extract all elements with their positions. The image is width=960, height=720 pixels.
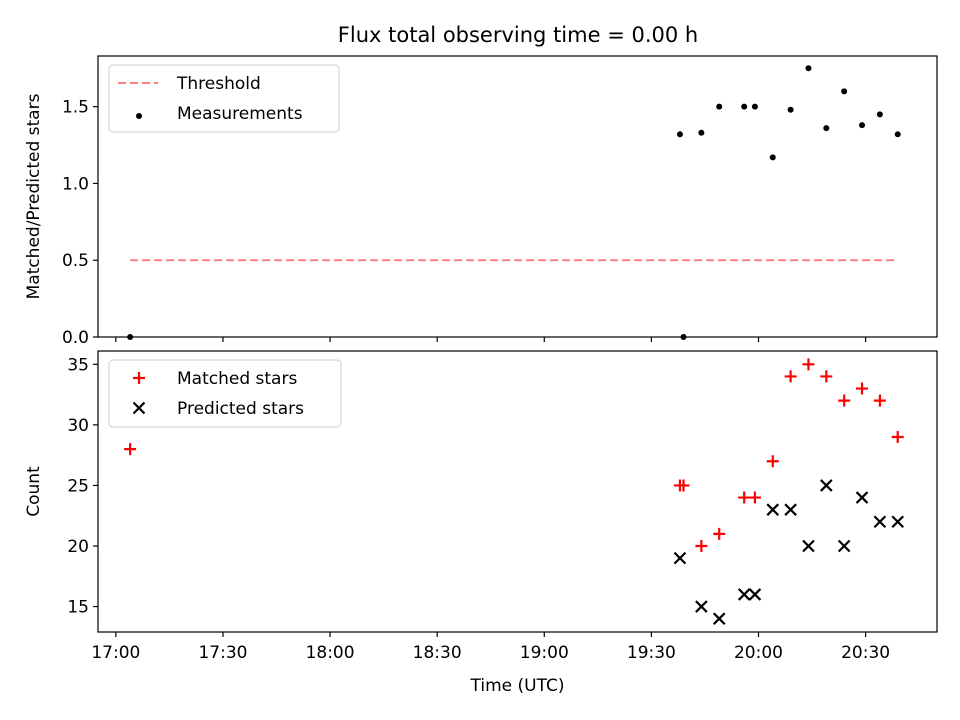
y-axis-label: Count xyxy=(24,466,44,517)
measurement-point xyxy=(751,103,758,110)
matched-star-point xyxy=(838,394,851,407)
x-tick-label: 19:30 xyxy=(627,643,676,663)
chart-title: Flux total observing time = 0.00 h xyxy=(338,23,698,47)
matched-star-point xyxy=(713,527,726,540)
measurement-point xyxy=(841,88,848,95)
matched-star-point xyxy=(748,491,761,504)
legend-measurement-swatch xyxy=(136,113,142,119)
y-tick-label: 20 xyxy=(67,537,89,557)
y-tick-label: 25 xyxy=(67,476,89,496)
y-tick-label: 1.5 xyxy=(62,98,89,118)
legend: Threshold Measurements xyxy=(108,64,340,133)
measurement-point xyxy=(805,65,812,72)
axes-frame xyxy=(97,55,938,338)
matched-star-point xyxy=(766,455,779,468)
measurement-point xyxy=(680,334,687,340)
predicted-star-point xyxy=(855,491,869,504)
measurement-point xyxy=(859,122,866,129)
predicted-star-point xyxy=(820,479,833,492)
y-tick-label: 35 xyxy=(67,355,89,375)
legend-matched-swatch xyxy=(133,372,145,384)
y-tick-label: 15 xyxy=(67,598,89,618)
matched-star-point xyxy=(873,394,886,407)
y-tick-label: 0.5 xyxy=(62,251,89,271)
matched-star-point xyxy=(695,540,708,553)
matched-star-point xyxy=(738,491,751,504)
legend-label: Predicted stars xyxy=(177,399,304,419)
x-axis-label: Time (UTC) xyxy=(470,676,565,696)
y-axis-label: Matched/Predicted stars xyxy=(24,93,44,299)
measurement-point xyxy=(823,125,830,132)
legend: Matched stars Predicted stars xyxy=(108,359,342,428)
x-tick-label: 18:30 xyxy=(413,643,462,663)
measurement-point xyxy=(741,103,748,110)
legend-label: Threshold xyxy=(176,74,261,94)
x-tick-label: 20:00 xyxy=(734,643,783,663)
matched-star-point xyxy=(802,358,815,371)
y-tick-label: 0.0 xyxy=(62,328,89,348)
predicted-star-point xyxy=(837,539,851,553)
measurement-point xyxy=(769,154,776,161)
predicted-star-point xyxy=(673,551,687,565)
x-tick-label: 18:00 xyxy=(306,643,355,663)
matched-star-point xyxy=(856,382,869,395)
x-tick-label: 19:00 xyxy=(520,643,569,663)
matched-star-point xyxy=(677,479,690,492)
predicted-star-point xyxy=(737,588,751,601)
predicted-star-point xyxy=(695,600,708,613)
predicted-star-point xyxy=(766,503,780,516)
legend-label: Measurements xyxy=(177,104,303,124)
measurement-point xyxy=(894,131,901,138)
y-tick-label: 30 xyxy=(67,416,89,436)
predicted-star-point xyxy=(873,515,887,529)
y-tick-label: 1.0 xyxy=(62,174,89,194)
legend-box xyxy=(108,359,342,428)
legend-label: Matched stars xyxy=(177,369,297,389)
predicted-star-point xyxy=(802,539,815,553)
x-tick-label: 17:30 xyxy=(198,643,247,663)
x-tick-label: 20:30 xyxy=(841,643,890,663)
axes-frame xyxy=(97,350,938,633)
matched-star-point xyxy=(891,430,904,443)
bottom-panel: 15 20 25 30 35 17:00 17:30 18:00 18:30 19:00 19:30… xyxy=(24,350,938,696)
matched-star-point xyxy=(124,443,137,456)
measurement-point xyxy=(716,103,723,110)
measurement-point xyxy=(127,334,134,340)
measurement-point xyxy=(676,131,683,138)
predicted-star-point xyxy=(712,612,726,625)
predicted-star-point xyxy=(784,503,797,516)
matched-star-point xyxy=(820,370,833,383)
measurement-point xyxy=(698,129,705,136)
top-panel: 0.0 0.5 1.0 1.5 Matched/Predicted stars Thres… xyxy=(24,55,938,348)
measurement-point xyxy=(787,106,794,113)
legend-predicted-swatch xyxy=(132,401,146,415)
measurement-point xyxy=(876,111,883,118)
predicted-star-point xyxy=(748,588,762,601)
predicted-star-point xyxy=(891,515,905,529)
x-tick-label: 17:00 xyxy=(91,643,140,663)
matched-star-point xyxy=(784,370,797,383)
legend-box xyxy=(108,64,340,133)
